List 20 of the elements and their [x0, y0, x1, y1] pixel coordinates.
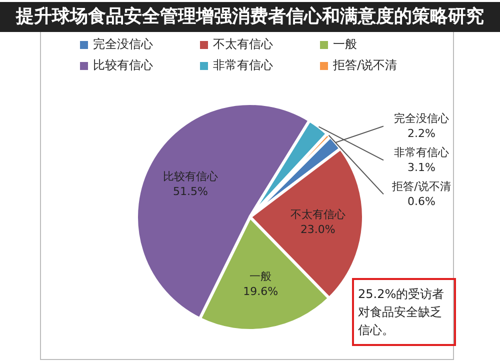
data-label: 2.2%: [408, 127, 436, 140]
legend-label: 完全没信心: [93, 36, 153, 53]
slice-label: 不太有信心: [290, 208, 346, 221]
chart-title: 提升球场食品安全管理增强消费者信心和满意度的策略研究: [0, 2, 500, 32]
slice-label: 完全没信心: [394, 112, 449, 126]
data-label: 23.0%: [300, 222, 336, 236]
legend-label: 拒答/说不清: [333, 57, 398, 74]
legend-label: 不太有信心: [213, 36, 273, 53]
slice-label: 一般: [250, 270, 272, 284]
legend-label: 比较有信心: [93, 57, 153, 74]
data-label: 0.6%: [408, 195, 436, 208]
legend-label: 非常有信心: [213, 57, 273, 74]
legend-label: 一般: [333, 36, 357, 53]
slice-label: 拒答/说不清: [391, 180, 451, 194]
outlined-note: 25.2%的受访者对食品安全缺乏信心。: [352, 278, 456, 346]
data-label: 51.5%: [172, 184, 208, 198]
data-label: 3.1%: [408, 161, 436, 174]
slice-label: 非常有信心: [394, 146, 449, 160]
data-label: 19.6%: [243, 285, 278, 298]
slice-label: 比较有信心: [162, 170, 218, 183]
